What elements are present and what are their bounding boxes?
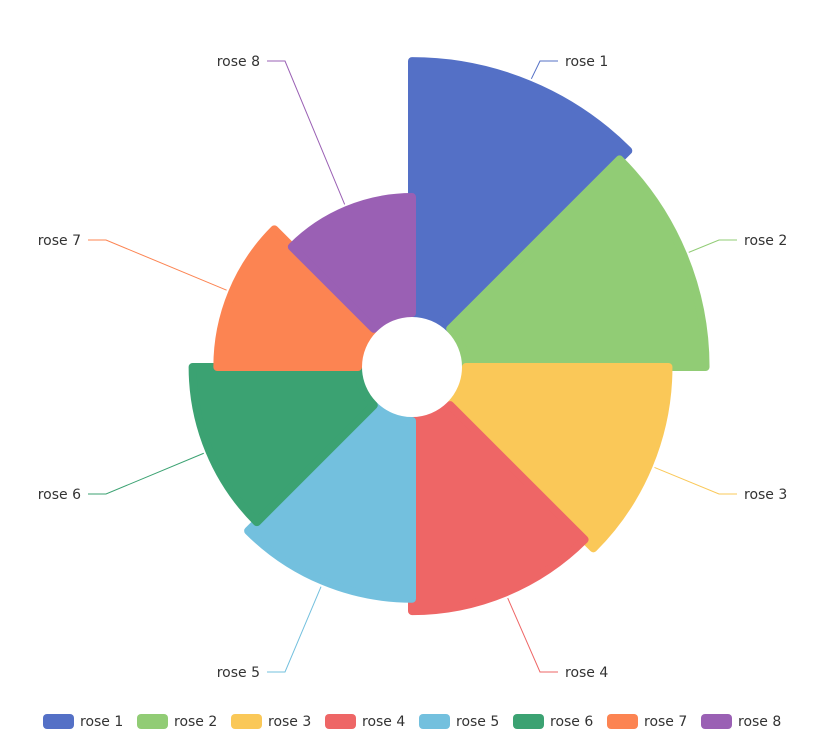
- legend-swatch-2[interactable]: [137, 714, 168, 729]
- legend-item[interactable]: rose 8: [738, 714, 781, 730]
- rose-sector-6[interactable]: [188, 363, 378, 527]
- rose-sector-2[interactable]: [446, 155, 710, 371]
- rose-sector-1[interactable]: [408, 57, 633, 333]
- legend-swatch-7[interactable]: [607, 714, 638, 729]
- slice-label: rose 4: [565, 665, 608, 681]
- slice-label: rose 1: [565, 54, 608, 70]
- legend-item[interactable]: rose 3: [268, 714, 311, 730]
- rose-sector-7[interactable]: [213, 225, 378, 371]
- label-line-6: [88, 452, 204, 495]
- label-line-1: [530, 60, 558, 80]
- slice-label: rose 5: [217, 665, 260, 681]
- legend-item[interactable]: rose 1: [80, 714, 123, 730]
- legend-swatch-6[interactable]: [513, 714, 544, 729]
- legend-item[interactable]: rose 2: [174, 714, 217, 730]
- slice-label: rose 7: [38, 233, 81, 249]
- legend-item[interactable]: rose 6: [550, 714, 593, 730]
- rose-sector-5[interactable]: [244, 401, 416, 603]
- label-line-2: [688, 239, 737, 253]
- legend-item[interactable]: rose 4: [362, 714, 405, 730]
- rose-sector-8[interactable]: [287, 193, 416, 333]
- legend-swatch-8[interactable]: [701, 714, 732, 729]
- label-line-5: [267, 586, 322, 673]
- legend-swatch-1[interactable]: [43, 714, 74, 729]
- legend-item[interactable]: rose 7: [644, 714, 687, 730]
- legend-swatch-3[interactable]: [231, 714, 262, 729]
- label-line-4: [507, 597, 558, 673]
- legend-swatch-4[interactable]: [325, 714, 356, 729]
- label-line-8: [267, 60, 346, 205]
- label-line-7: [88, 239, 227, 291]
- slice-label: rose 3: [744, 487, 787, 503]
- slice-label: rose 2: [744, 233, 787, 249]
- legend-item[interactable]: rose 5: [456, 714, 499, 730]
- rose-sector-4[interactable]: [408, 401, 589, 616]
- slice-label: rose 6: [38, 487, 81, 503]
- slice-label: rose 8: [217, 54, 260, 70]
- rose-sector-3[interactable]: [446, 363, 673, 553]
- legend-swatch-5[interactable]: [419, 714, 450, 729]
- label-line-3: [654, 466, 737, 495]
